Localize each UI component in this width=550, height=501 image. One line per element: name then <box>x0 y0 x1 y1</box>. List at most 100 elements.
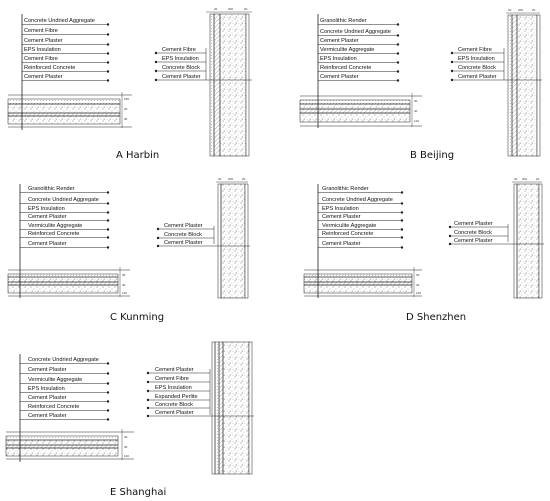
svg-text:30: 30 <box>124 435 128 439</box>
wall-layer-label: Cement Fibre <box>162 47 196 53</box>
svg-text:200: 200 <box>228 7 233 11</box>
svg-text:40: 40 <box>124 445 128 449</box>
wall-layer-label: Concrete Block <box>164 232 202 238</box>
wall-section: 20 200 20 <box>512 177 543 299</box>
roof-layer-label: Granolithic Render <box>320 18 367 24</box>
wall-section: 20 200 20 <box>206 7 252 157</box>
roof-layer-label: Cement Plaster <box>28 241 67 247</box>
wall-layer-label: Cement Plaster <box>155 410 194 416</box>
roof-layer-label: EPS Insulation <box>322 206 359 212</box>
svg-text:150: 150 <box>124 97 129 101</box>
svg-text:20: 20 <box>508 8 512 12</box>
svg-text:20: 20 <box>242 177 246 181</box>
roof-layer-label: Cement Plaster <box>28 413 67 419</box>
panel-caption: E Shanghai <box>110 487 166 498</box>
svg-text:200: 200 <box>522 177 527 181</box>
wall-leaders: Cement Plaster Cement Fibre EPS Insulati… <box>146 367 254 418</box>
roof-layer-label: Reinforced Concrete <box>320 65 371 71</box>
wall-layer-label: Cement Fibre <box>155 376 189 382</box>
svg-text:20: 20 <box>532 8 536 12</box>
wall-layer-label: Concrete Block <box>454 230 492 236</box>
roof-section: 30 40 120 <box>7 184 130 298</box>
roof-layer-label: Reinforced Concrete <box>322 231 373 237</box>
svg-text:30: 30 <box>122 273 126 277</box>
wall-section <box>211 341 253 475</box>
wall-layer-label: Cement Plaster <box>155 367 194 373</box>
wall-section: 20 200 20 <box>506 8 541 157</box>
roof-layer-label: Cement Fibre <box>24 56 58 62</box>
svg-text:20: 20 <box>514 177 518 181</box>
roof-layer-label: Reinforced Concrete <box>28 231 79 237</box>
svg-text:20: 20 <box>214 7 218 11</box>
roof-layer-label: Vermiculite Aggregate <box>320 47 374 53</box>
svg-text:120: 120 <box>122 291 127 295</box>
panel-caption: D Shenzhen <box>406 312 466 323</box>
wall-layer-label: Cement Plaster <box>454 238 493 244</box>
roof-layer-label: EPS Insulation <box>28 386 65 392</box>
roof-leaders: Concrete Undried Aggregate Cement Fibre … <box>22 18 110 82</box>
roof-section: 30 40 120 <box>303 184 422 298</box>
wall-layer-label: EPS Insulation <box>155 385 192 391</box>
svg-text:20: 20 <box>124 107 128 111</box>
wall-layer-label: Concrete Block <box>162 65 200 71</box>
roof-layer-label: Cement Plaster <box>320 74 359 80</box>
roof-section: 30 40 120 <box>5 354 134 462</box>
svg-text:120: 120 <box>416 291 421 295</box>
roof-layer-label: Concrete Undried Aggregate <box>28 197 99 203</box>
wall-layer-label: Concrete Block <box>155 402 193 408</box>
roof-layer-label: Cement Plaster <box>28 214 67 220</box>
roof-layer-label: Granolithic Render <box>322 186 369 192</box>
wall-layer-label: Expanded Perlite <box>155 394 198 400</box>
panel-shenzhen: 30 40 120 Granolithic Render Concrete Undr… <box>303 177 544 323</box>
roof-layer-label: Vermiculite Aggregate <box>28 223 82 229</box>
roof-layer-label: Cement Plaster <box>320 38 359 44</box>
svg-text:30: 30 <box>414 99 418 103</box>
roof-layer-label: Cement Plaster <box>322 214 361 220</box>
svg-text:40: 40 <box>414 109 418 113</box>
roof-layer-label: Concrete Undried Aggregate <box>28 357 99 363</box>
roof-layer-label: Cement Plaster <box>28 367 67 373</box>
panel-caption: A Harbin <box>116 150 159 161</box>
svg-text:20: 20 <box>218 177 222 181</box>
wall-layer-label: EPS Insulation <box>458 56 495 62</box>
roof-leaders: Concrete Undried Aggregate Cement Plaste… <box>20 357 110 421</box>
roof-layer-label: EPS Insulation <box>320 56 357 62</box>
wall-leaders: Cement Plaster Concrete Block Cement Pla… <box>156 223 250 248</box>
wall-layer-label: Cement Plaster <box>164 240 203 246</box>
panel-beijing: 30 40 120 Granolithic Render Concrete Undr… <box>299 8 542 161</box>
roof-layer-label: Cement Fibre <box>24 28 58 34</box>
wall-layer-label: Cement Plaster <box>454 221 493 227</box>
panel-caption: B Beijing <box>410 150 454 161</box>
roof-layer-label: Concrete Undried Aggregate <box>24 18 95 24</box>
svg-text:40: 40 <box>122 283 126 287</box>
wall-layer-label: Cement Plaster <box>162 74 201 80</box>
svg-text:20: 20 <box>536 177 540 181</box>
roof-layer-label: Cement Plaster <box>24 38 63 44</box>
wall-leaders: Cement Fibre EPS Insulation Concrete Blo… <box>154 47 252 82</box>
wall-leaders: Cement Plaster Concrete Block Cement Pla… <box>448 221 544 246</box>
wall-layer-label: Cement Plaster <box>458 74 497 80</box>
roof-layer-label: Vermiculite Aggregate <box>322 223 376 229</box>
panel-harbin: 150 20 30 Concrete Undried Aggregate Cemen… <box>7 7 252 161</box>
panel-shanghai: 30 40 120 Concrete Undried Aggregate Cemen… <box>5 341 254 498</box>
svg-text:120: 120 <box>124 454 129 458</box>
svg-text:30: 30 <box>416 273 420 277</box>
roof-layer-label: Reinforced Concrete <box>24 65 75 71</box>
roof-layer-label: EPS Insulation <box>28 206 65 212</box>
svg-text:20: 20 <box>244 7 248 11</box>
wall-leaders: Cement Fibre EPS Insulation Concrete Blo… <box>450 47 542 82</box>
panel-kunming: 30 40 120 Granolithic Render Concrete Undr… <box>7 177 250 323</box>
svg-text:200: 200 <box>518 8 523 12</box>
svg-text:200: 200 <box>228 177 233 181</box>
svg-text:120: 120 <box>414 119 419 123</box>
roof-layer-label: Reinforced Concrete <box>28 404 79 410</box>
roof-section: 150 20 30 <box>7 14 132 130</box>
wall-layer-label: Cement Plaster <box>164 223 203 229</box>
roof-layer-label: Concrete Undried Aggregate <box>322 197 393 203</box>
roof-layer-label: Cement Plaster <box>24 74 63 80</box>
roof-leaders: Granolithic Render Concrete Undried Aggr… <box>318 18 400 82</box>
svg-text:30: 30 <box>124 117 128 121</box>
roof-layer-label: Cement Plaster <box>28 395 67 401</box>
roof-leaders: Granolithic Render Concrete Undried Aggr… <box>318 186 404 249</box>
roof-layer-label: EPS Insulation <box>24 47 61 53</box>
